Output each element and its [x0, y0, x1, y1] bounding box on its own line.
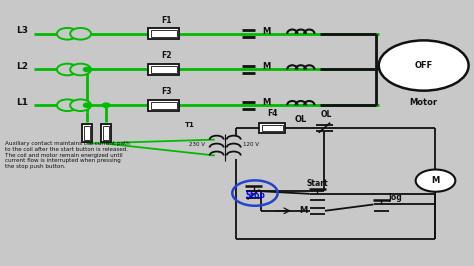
Bar: [101, 124, 111, 142]
Circle shape: [83, 103, 91, 107]
Circle shape: [70, 28, 91, 40]
Bar: [148, 100, 179, 111]
Text: F1: F1: [161, 15, 172, 24]
Text: Jog: Jog: [388, 193, 402, 202]
Circle shape: [57, 64, 78, 75]
Bar: [151, 30, 177, 38]
Bar: [148, 64, 179, 75]
Text: L1: L1: [16, 98, 28, 107]
Bar: [82, 124, 92, 142]
Text: Auxiliary contact maintains the current path
to the coil after the start button : Auxiliary contact maintains the current …: [5, 141, 130, 169]
Text: F2: F2: [161, 51, 172, 60]
Bar: [103, 126, 109, 140]
Bar: [151, 102, 177, 109]
Circle shape: [70, 64, 91, 75]
Bar: [84, 126, 90, 140]
Text: OFF: OFF: [415, 61, 433, 70]
Text: Stop: Stop: [246, 191, 266, 200]
Text: 230 V: 230 V: [189, 142, 205, 147]
Text: L2: L2: [16, 62, 28, 71]
Text: M: M: [300, 206, 308, 215]
Text: M: M: [262, 27, 270, 36]
Circle shape: [83, 67, 91, 72]
Circle shape: [70, 99, 91, 111]
Text: M: M: [262, 62, 270, 71]
Circle shape: [57, 28, 78, 40]
Text: Start: Start: [307, 179, 328, 188]
Circle shape: [416, 169, 456, 192]
Circle shape: [57, 99, 78, 111]
Text: 120 V: 120 V: [243, 142, 259, 147]
Text: M: M: [262, 98, 270, 107]
Text: L3: L3: [16, 26, 28, 35]
Bar: [148, 28, 179, 39]
Bar: [151, 66, 177, 73]
Text: F4: F4: [267, 109, 278, 118]
Text: T1: T1: [185, 122, 195, 128]
Circle shape: [379, 40, 469, 91]
Bar: [259, 123, 285, 133]
Circle shape: [102, 103, 110, 107]
Text: Motor: Motor: [410, 98, 438, 107]
Text: M: M: [431, 176, 439, 185]
Bar: [262, 124, 283, 131]
Text: F3: F3: [161, 87, 172, 96]
Text: OL: OL: [321, 110, 332, 119]
Text: OL: OL: [295, 115, 307, 124]
